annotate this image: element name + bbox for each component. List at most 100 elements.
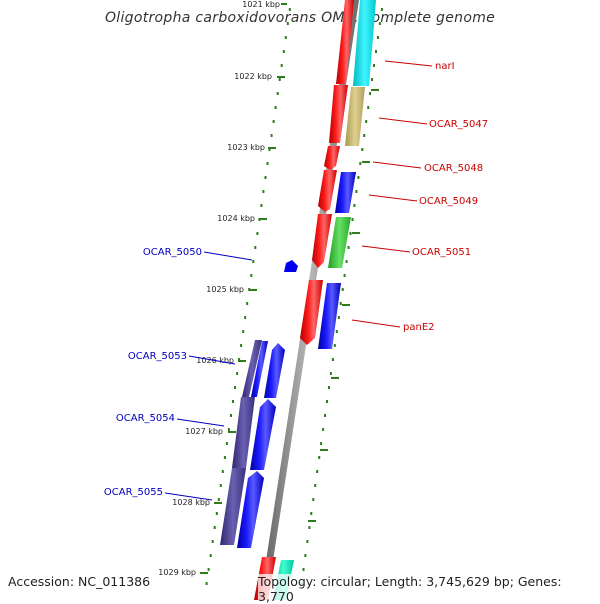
ruler-dot [209, 554, 212, 557]
kbp-axis: 1021 kbp 1022 kbp 1023 kbp 1024 kbp 1025… [158, 0, 287, 577]
ruler-dot [377, 36, 379, 39]
ruler-dot [254, 246, 257, 249]
ruler-dot [286, 22, 289, 25]
ruler-dot [225, 442, 228, 445]
ruler-dot [274, 106, 277, 109]
ruler-dot [223, 456, 226, 459]
gene-red-narI-region[interactable] [329, 85, 348, 143]
ruler-dot [322, 428, 325, 431]
ruler-dot [380, 8, 383, 11]
gene-label-panE2[interactable]: panE2 [403, 322, 435, 333]
ruler-dot [266, 162, 269, 165]
ruler-dot [326, 400, 328, 403]
ruler-dot [227, 428, 230, 431]
ruler-dot [314, 484, 317, 487]
kbp-label: 1027 kbp [185, 427, 223, 436]
gene-label-OCAR_5047[interactable]: OCAR_5047 [429, 119, 488, 130]
ruler-dot [207, 568, 210, 571]
ruler-dot [270, 134, 273, 137]
gene-label-OCAR_5048[interactable]: OCAR_5048 [424, 163, 483, 174]
ruler-dot [341, 288, 344, 291]
kbp-label: 1021 kbp [242, 0, 280, 9]
ruler-dot [363, 134, 366, 137]
ruler-dot [262, 190, 265, 193]
ruler-dot [329, 372, 332, 375]
gene-green-5051[interactable] [328, 217, 351, 268]
ruler-dot [219, 484, 222, 487]
ruler-dot [238, 358, 241, 361]
gene-label-narI[interactable]: narI [435, 61, 455, 72]
gene-slate-5054[interactable] [232, 397, 255, 468]
ruler-dot [365, 120, 368, 123]
gene-label-OCAR_5051[interactable]: OCAR_5051 [412, 247, 471, 258]
ruler-dot [306, 540, 309, 543]
ruler-dot [211, 540, 214, 543]
ruler-dot [357, 176, 360, 179]
ruler-dot [318, 456, 321, 459]
right-strand-genes [284, 0, 376, 349]
ruler-dot [304, 554, 307, 557]
gene-blue-panE2[interactable] [318, 283, 341, 349]
ruler-dot [236, 372, 239, 375]
ruler-dot [375, 50, 377, 53]
ruler-dot [308, 526, 311, 529]
ruler-dot [351, 218, 354, 221]
ruler-dot [373, 64, 375, 67]
ruler-dot [367, 106, 370, 109]
gene-cyan-top[interactable] [353, 0, 376, 86]
gene-label-OCAR_5054[interactable]: OCAR_5054 [116, 413, 175, 424]
genome-title: Oligotropha carboxidovorans OM5, complet… [104, 10, 496, 26]
gene-blue-5053b[interactable] [264, 343, 285, 398]
gene-red-top[interactable] [336, 0, 354, 84]
gene-label-OCAR_5050[interactable]: OCAR_5050 [143, 247, 202, 258]
ruler-dot [213, 526, 216, 529]
ruler-dot [333, 344, 336, 347]
gene-slate-5055[interactable] [220, 468, 246, 545]
ruler-dot [320, 442, 323, 445]
gene-slate-5053[interactable] [242, 340, 262, 397]
gene-red-panE2[interactable] [300, 280, 323, 345]
gene-red-5049[interactable] [318, 170, 337, 212]
ruler-dot [205, 582, 208, 585]
ruler-dot [359, 162, 362, 165]
ruler-dot [272, 120, 275, 123]
ruler-dot [349, 232, 352, 235]
gene-blue-5053[interactable] [251, 341, 268, 397]
gene-label-OCAR_5053[interactable]: OCAR_5053 [128, 351, 187, 362]
ruler-dot [242, 330, 245, 333]
right-dotted-ruler [300, 8, 383, 585]
ruler-dot [324, 414, 326, 417]
gene-blue-5054[interactable] [250, 399, 276, 470]
gene-blue-5050[interactable] [284, 260, 298, 272]
ruler-dot [361, 148, 364, 151]
ruler-dot [353, 204, 356, 207]
gene-label-OCAR_5049[interactable]: OCAR_5049 [419, 196, 478, 207]
ruler-dot [221, 470, 224, 473]
ruler-dot [230, 414, 232, 417]
kbp-label: 1025 kbp [206, 285, 244, 294]
ruler-dot [264, 176, 267, 179]
ruler-dot [288, 8, 291, 11]
ruler-dot [378, 22, 381, 25]
ruler-dot [302, 568, 305, 571]
gene-red-5048[interactable] [324, 146, 340, 170]
ruler-dot [284, 36, 287, 39]
ruler-dot [337, 316, 340, 319]
gene-blue-5055[interactable] [237, 471, 264, 548]
ruler-dot [369, 92, 372, 95]
kbp-label: 1024 kbp [217, 214, 255, 223]
ruler-dot [240, 344, 243, 347]
gene-khaki[interactable] [345, 87, 365, 146]
ruler-dot [260, 204, 263, 207]
ruler-dot [217, 498, 220, 501]
ruler-dot [345, 260, 348, 263]
kbp-label: 1022 kbp [234, 72, 272, 81]
ruler-dot [250, 274, 253, 277]
gene-blue-5049[interactable] [335, 172, 356, 213]
left-gene-labels: OCAR_5050 OCAR_5053 OCAR_5054 OCAR_5055 [104, 247, 202, 498]
gene-red-5051[interactable] [312, 214, 332, 268]
right-gene-labels: narI OCAR_5047 OCAR_5048 OCAR_5049 OCAR_… [403, 61, 488, 333]
gene-label-OCAR_5055[interactable]: OCAR_5055 [104, 487, 163, 498]
genome-summary-text: Topology: circular; Length: 3,745,629 bp… [258, 574, 600, 604]
